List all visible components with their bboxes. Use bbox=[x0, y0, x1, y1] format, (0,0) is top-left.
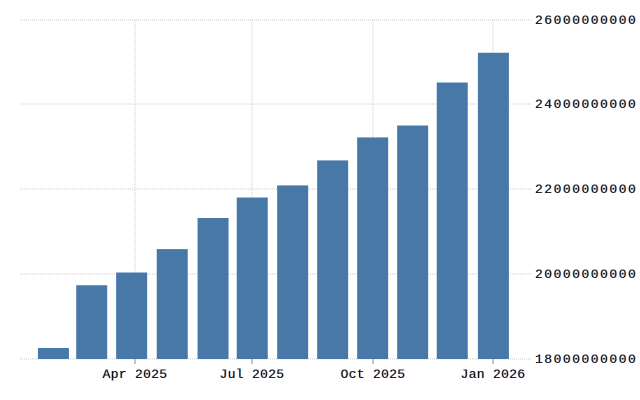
svg-text:Apr 2025: Apr 2025 bbox=[103, 367, 168, 382]
svg-text:24000000000: 24000000000 bbox=[535, 97, 637, 112]
svg-text:20000000000: 20000000000 bbox=[535, 267, 637, 282]
svg-text:22000000000: 22000000000 bbox=[535, 182, 637, 197]
svg-text:26000000000: 26000000000 bbox=[535, 13, 637, 28]
svg-text:18000000000: 18000000000 bbox=[535, 352, 637, 367]
svg-text:Jul 2025: Jul 2025 bbox=[220, 367, 285, 382]
svg-text:Oct 2025: Oct 2025 bbox=[341, 367, 406, 382]
svg-text:Jan 2026: Jan 2026 bbox=[461, 367, 526, 382]
